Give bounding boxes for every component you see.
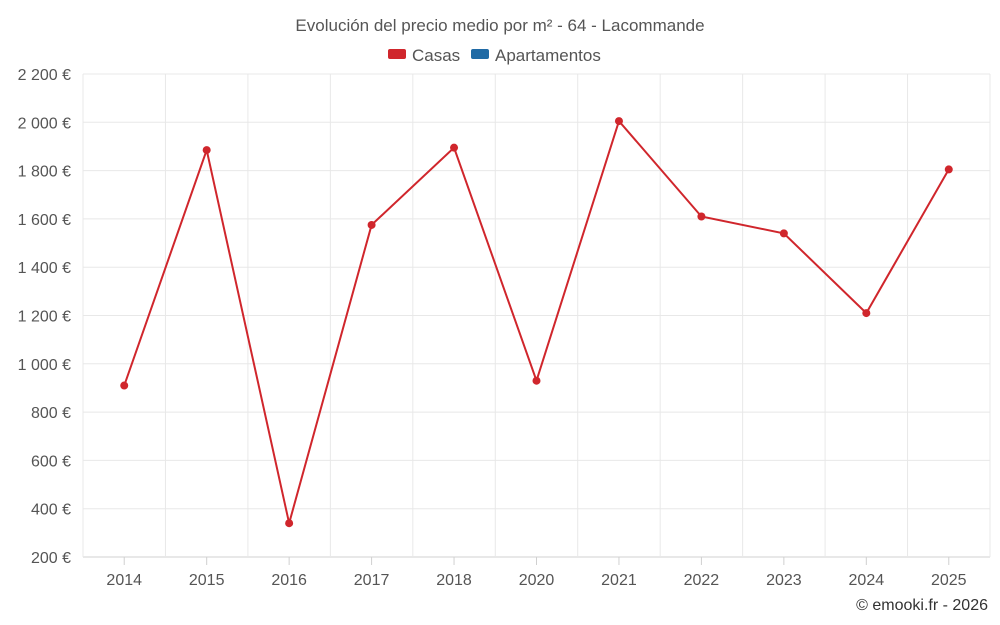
y-tick-label: 600 € xyxy=(31,453,71,470)
x-tick-label: 2024 xyxy=(849,572,885,589)
y-tick-label: 1 600 € xyxy=(18,212,71,229)
x-tick-label: 2023 xyxy=(766,572,802,589)
legend-label-apartamentos: Apartamentos xyxy=(495,46,601,65)
data-point-casas[interactable] xyxy=(532,376,541,385)
legend-swatch-apartamentos xyxy=(471,49,489,59)
data-point-casas[interactable] xyxy=(450,143,459,152)
x-tick-label: 2020 xyxy=(519,572,555,589)
x-tick-label: 2015 xyxy=(189,572,225,589)
data-point-casas[interactable] xyxy=(862,309,871,318)
y-tick-label: 1 400 € xyxy=(18,260,71,277)
credit-text: © emooki.fr - 2026 xyxy=(856,597,988,614)
legend: Casas Apartamentos xyxy=(388,46,601,65)
y-tick-label: 1 200 € xyxy=(18,309,71,326)
data-point-casas[interactable] xyxy=(120,381,129,390)
x-axis: 2014 2015 2016 2017 2018 2020 2021 2022 2023 2024… xyxy=(106,557,967,589)
series-layer xyxy=(120,117,953,528)
y-tick-label: 200 € xyxy=(31,550,71,567)
legend-label-casas: Casas xyxy=(412,46,460,65)
data-point-casas[interactable] xyxy=(614,117,623,126)
x-tick-label: 2017 xyxy=(354,572,390,589)
chart-title: Evolución del precio medio por m² - 64 -… xyxy=(295,16,704,35)
data-point-casas[interactable] xyxy=(944,165,953,174)
x-tick-label: 2022 xyxy=(684,572,720,589)
y-tick-label: 2 000 € xyxy=(18,115,71,132)
data-point-casas[interactable] xyxy=(779,229,788,238)
gridlines xyxy=(82,73,991,558)
y-tick-label: 1 800 € xyxy=(18,164,71,181)
data-point-casas[interactable] xyxy=(285,519,294,528)
y-tick-label: 1 000 € xyxy=(18,357,71,374)
x-tick-label: 2021 xyxy=(601,572,637,589)
x-tick-label: 2016 xyxy=(271,572,307,589)
legend-item-apartamentos[interactable]: Apartamentos xyxy=(471,46,601,65)
y-tick-label: 800 € xyxy=(31,405,71,422)
data-point-casas[interactable] xyxy=(697,212,706,221)
data-point-casas[interactable] xyxy=(202,146,211,155)
y-tick-label: 400 € xyxy=(31,502,71,519)
x-tick-label: 2025 xyxy=(931,572,967,589)
legend-item-casas[interactable]: Casas xyxy=(388,46,460,65)
data-point-casas[interactable] xyxy=(367,220,376,229)
y-tick-label: 2 200 € xyxy=(18,67,71,84)
legend-swatch-casas xyxy=(388,49,406,59)
y-axis: 200 € 400 € 600 € 800 € 1 000 € 1 200 € 1 400 … xyxy=(18,67,71,567)
x-tick-label: 2014 xyxy=(106,572,142,589)
x-tick-label: 2018 xyxy=(436,572,472,589)
